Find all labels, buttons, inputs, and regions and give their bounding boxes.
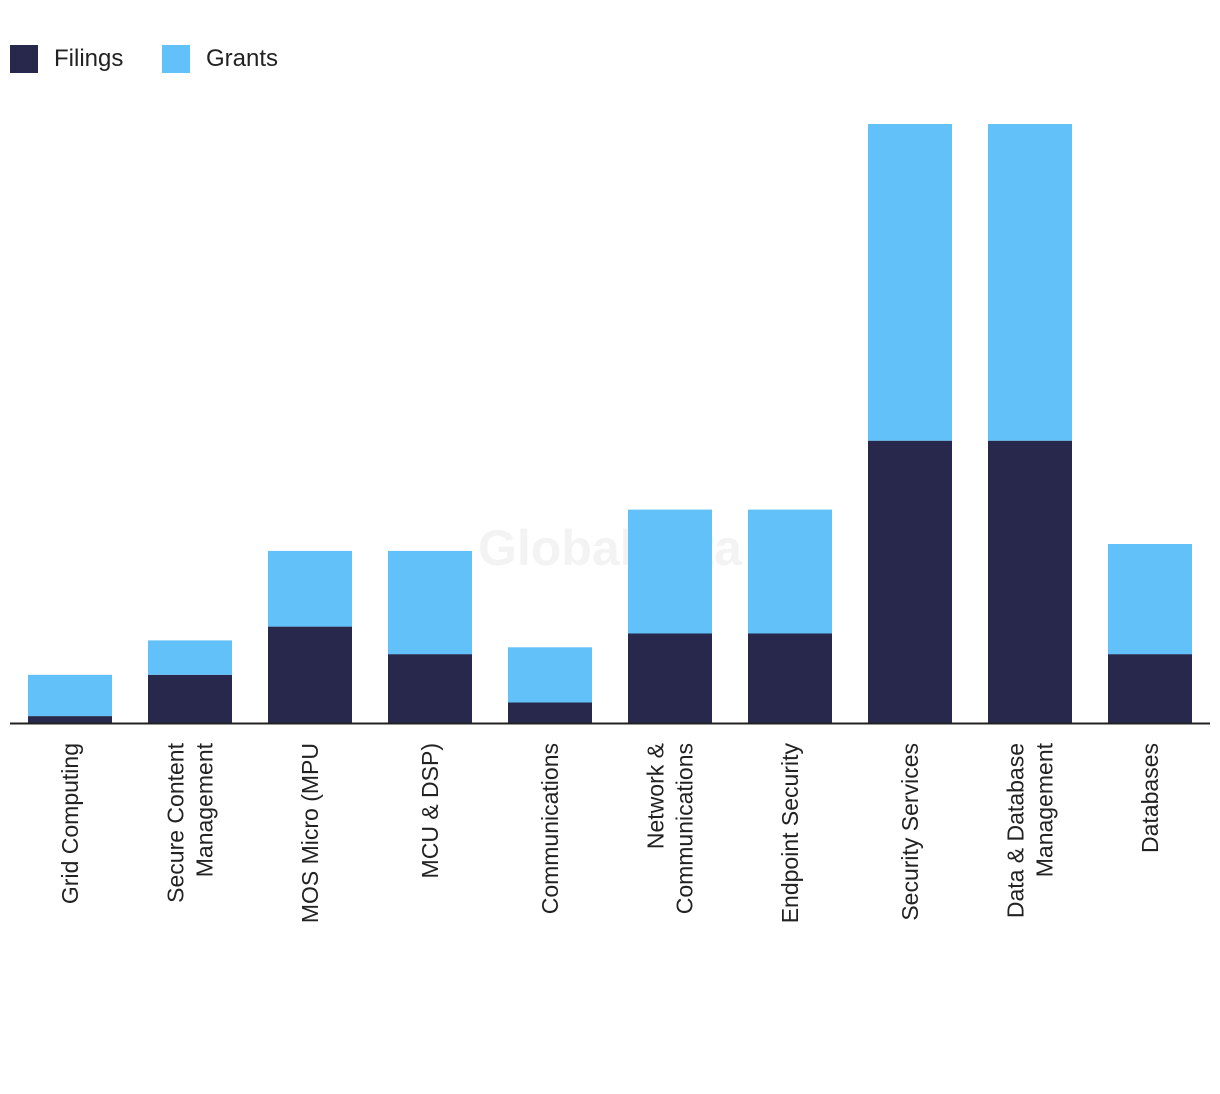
- x-tick-label-line: Grid Computing: [57, 743, 83, 904]
- x-tick-label-line: Communications: [537, 743, 563, 914]
- x-tick-label: Data & Database Management: [1003, 742, 1058, 918]
- bar-grants-databases: [1108, 544, 1192, 655]
- x-tick-label-line: Security Services: [897, 743, 923, 921]
- bar-filings-data-database-management: [988, 440, 1072, 723]
- bar-filings-communications: [508, 702, 592, 723]
- bar-grants-secure-content-management: [148, 640, 232, 675]
- bar-grants-security-services: [868, 124, 952, 441]
- bar-filings-mcu-dsp: [388, 654, 472, 723]
- bar-filings-secure-content-management: [148, 674, 232, 723]
- x-tick-label-line: Management: [192, 742, 218, 877]
- bar-filings-endpoint-security: [748, 633, 832, 723]
- bar-filings-databases: [1108, 654, 1192, 723]
- x-tick-label: MCU & DSP): [417, 743, 443, 878]
- bar-filings-grid-computing: [28, 716, 112, 723]
- x-tick-label: Databases: [1137, 743, 1163, 853]
- x-tick-label: MOS Micro (MPU: [297, 743, 323, 923]
- bar-grants-mcu-dsp: [388, 550, 472, 655]
- bar-grants-endpoint-security: [748, 509, 832, 634]
- x-tick-label: Security Services: [897, 743, 923, 921]
- x-tick-label-line: Endpoint Security: [777, 743, 803, 924]
- x-tick-label-line: Network &: [643, 743, 669, 849]
- x-tick-labels: Grid Computing Secure Content Management MO…: [57, 742, 1163, 923]
- x-tick-label: Communications: [537, 743, 563, 914]
- legend: Filings Grants: [10, 45, 278, 73]
- legend-swatch-filings: [10, 45, 38, 73]
- bar-grants-data-database-management: [988, 124, 1072, 441]
- legend-label-grants: Grants: [206, 45, 278, 72]
- bar-grants-grid-computing: [28, 674, 112, 717]
- x-tick-label-line: Data & Database: [1003, 743, 1029, 918]
- bars-group: [28, 124, 1192, 723]
- legend-swatch-grants: [162, 45, 190, 73]
- x-tick-label-line: Secure Content: [163, 742, 189, 902]
- x-tick-label-line: MCU & DSP): [417, 743, 443, 878]
- x-tick-label-line: Databases: [1137, 743, 1163, 853]
- x-tick-label: Endpoint Security: [777, 743, 803, 924]
- bar-filings-mos-micro-mpu: [268, 626, 352, 723]
- x-tick-label: Secure Content Management: [163, 742, 218, 902]
- x-tick-label: Network & Communications: [643, 743, 698, 914]
- x-tick-label: Grid Computing: [57, 743, 83, 904]
- bar-grants-mos-micro-mpu: [268, 550, 352, 627]
- bar-filings-network-communications: [628, 633, 712, 723]
- bar-grants-communications: [508, 647, 592, 703]
- bar-filings-security-services: [868, 440, 952, 723]
- x-tick-label-line: Communications: [672, 743, 698, 914]
- x-tick-label-line: Management: [1032, 742, 1058, 877]
- x-tick-label-line: MOS Micro (MPU: [297, 743, 323, 923]
- bar-grants-network-communications: [628, 509, 712, 634]
- legend-label-filings: Filings: [54, 45, 123, 72]
